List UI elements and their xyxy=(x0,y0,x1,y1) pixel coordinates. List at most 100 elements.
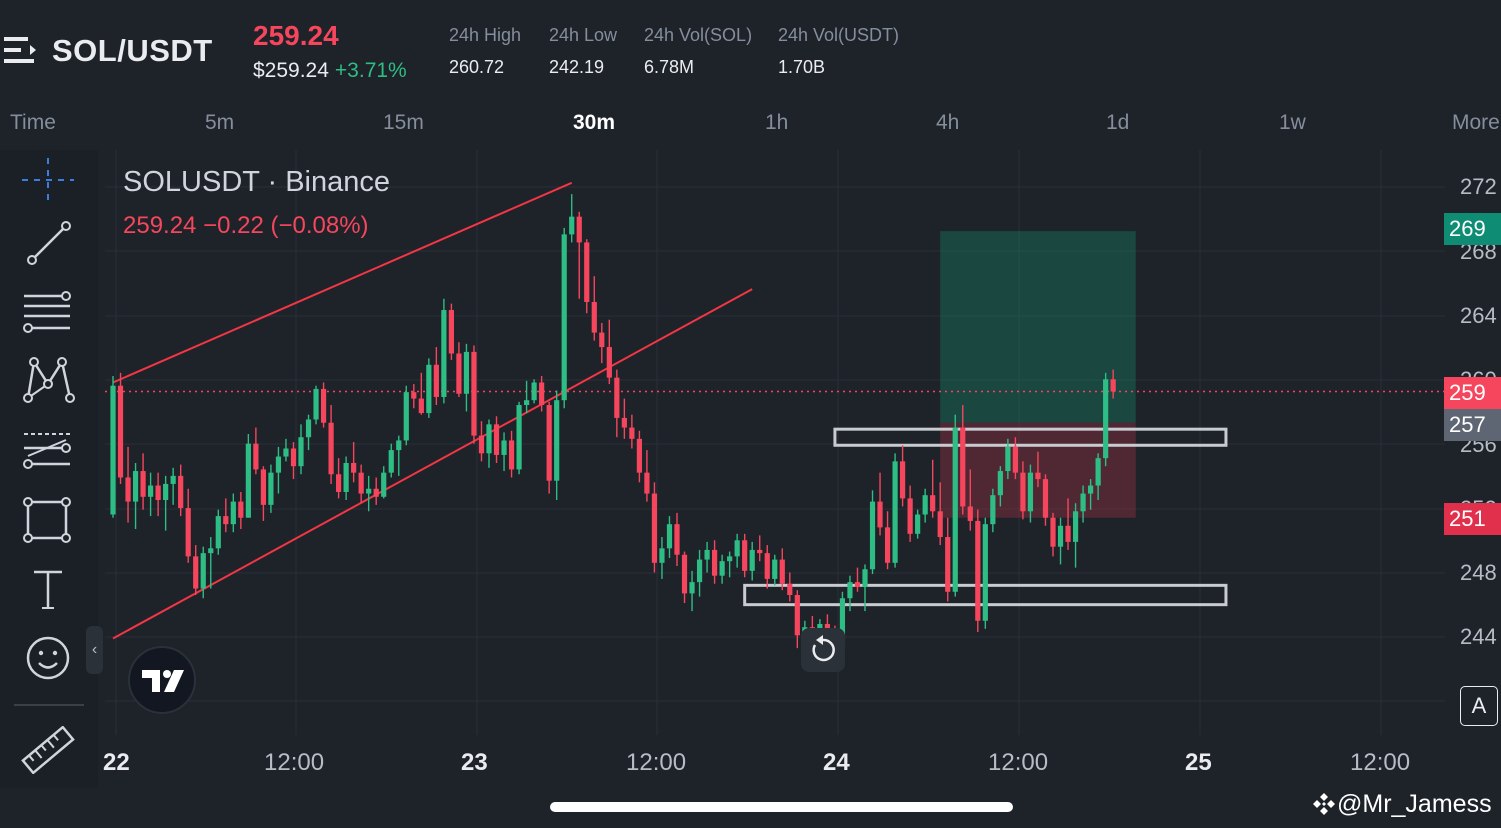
candle-body xyxy=(223,516,229,525)
candle-body xyxy=(132,471,139,502)
chart-legend-change: 259.24 −0.22 (−0.08%) xyxy=(123,212,369,239)
candle xyxy=(915,509,921,539)
emoji-tool-icon[interactable] xyxy=(20,634,76,682)
candle xyxy=(1035,451,1041,488)
candle xyxy=(396,435,402,476)
candle xyxy=(907,485,913,542)
crosshair-icon[interactable] xyxy=(20,156,76,204)
fib-retracement-icon[interactable] xyxy=(20,288,76,336)
pair-title[interactable]: SOL/USDT xyxy=(52,33,213,68)
candle xyxy=(1095,453,1101,501)
last-price-tag: 259 xyxy=(1444,377,1501,409)
candle-body xyxy=(779,559,785,584)
candle xyxy=(1050,512,1056,557)
candle xyxy=(351,442,357,483)
candle-body xyxy=(388,450,394,473)
tab-time[interactable]: Time xyxy=(10,111,56,134)
tab-5m[interactable]: 5m xyxy=(205,111,235,134)
candle xyxy=(554,390,560,501)
candle-body xyxy=(651,493,658,563)
tab-15m[interactable]: 15m xyxy=(383,111,424,134)
price-chart[interactable] xyxy=(0,150,1501,750)
candle-body xyxy=(358,472,364,494)
tab-1h[interactable]: 1h xyxy=(765,111,789,134)
candle xyxy=(937,482,943,546)
candle-body xyxy=(283,448,289,457)
candle xyxy=(975,509,981,633)
candle-body xyxy=(305,419,312,438)
candle xyxy=(1042,474,1049,526)
candle-body xyxy=(110,385,116,515)
candle xyxy=(1057,517,1064,565)
tab-4h[interactable]: 4h xyxy=(936,111,960,134)
candle-body xyxy=(245,443,251,518)
candle xyxy=(411,384,417,409)
candle xyxy=(1065,498,1071,550)
stop-price-tag: 251 xyxy=(1444,503,1501,535)
tab-more[interactable]: More xyxy=(1452,111,1500,134)
candle xyxy=(155,472,161,517)
target-price-tag: 269 xyxy=(1444,213,1501,245)
stat-label-vol-sol: 24h Vol(SOL) xyxy=(644,25,753,45)
candle-body xyxy=(975,520,981,621)
candle xyxy=(576,211,582,299)
candle-body xyxy=(1065,525,1071,542)
auto-scale-button[interactable]: A xyxy=(1460,686,1498,726)
trendline-tool-icon[interactable] xyxy=(20,220,76,268)
candle-body xyxy=(960,427,966,507)
candle-body xyxy=(659,548,665,563)
candle xyxy=(381,466,387,499)
candle-body xyxy=(463,351,470,394)
candle xyxy=(945,517,951,602)
candle-body xyxy=(351,462,357,473)
reset-chart-button[interactable] xyxy=(801,628,845,672)
candle xyxy=(900,445,906,507)
tab-1w[interactable]: 1w xyxy=(1279,111,1306,134)
candle-body xyxy=(674,524,680,555)
candle-body xyxy=(343,462,349,492)
candle-body xyxy=(298,437,304,467)
candle-body xyxy=(456,353,462,394)
forecast-tool-icon[interactable] xyxy=(20,426,76,474)
candle xyxy=(463,343,470,412)
candle xyxy=(539,376,545,412)
candle-body xyxy=(629,427,635,439)
candle-body xyxy=(148,485,154,497)
candle-body xyxy=(997,471,1003,496)
candle xyxy=(674,512,680,567)
candle xyxy=(215,509,221,555)
candle-body xyxy=(170,475,176,484)
rectangle-tool-icon[interactable] xyxy=(20,496,76,544)
tab-30m[interactable]: 30m xyxy=(573,111,616,134)
candle-body xyxy=(937,511,943,538)
candle xyxy=(508,430,515,478)
ruler-icon[interactable] xyxy=(20,725,76,775)
candle-body xyxy=(215,516,221,549)
candle-body xyxy=(471,351,477,436)
candle-body xyxy=(1103,379,1109,459)
trendline xyxy=(112,288,753,640)
candle xyxy=(140,453,146,510)
candle xyxy=(546,401,552,494)
menu-icon[interactable] xyxy=(4,34,38,66)
candle xyxy=(185,488,191,563)
toolbar-collapse-button[interactable]: ‹ xyxy=(86,626,103,674)
y-axis-label: 248 xyxy=(1460,560,1497,585)
candle xyxy=(1027,464,1034,523)
trend-channel[interactable] xyxy=(112,181,753,640)
home-indicator xyxy=(550,802,1013,812)
xabcd-pattern-icon[interactable] xyxy=(20,356,76,404)
candle xyxy=(569,194,575,243)
candle xyxy=(418,372,424,415)
candle xyxy=(606,319,612,385)
tab-1d[interactable]: 1d xyxy=(1106,111,1130,134)
candle-body xyxy=(441,310,447,397)
candle-body xyxy=(1035,472,1041,480)
text-tool-icon[interactable] xyxy=(20,566,76,614)
candle-body xyxy=(381,472,387,497)
candle-body xyxy=(772,559,778,579)
candle xyxy=(268,464,274,513)
candle xyxy=(336,458,342,499)
stat-value-low: 242.19 xyxy=(549,57,605,77)
candle xyxy=(313,385,319,425)
